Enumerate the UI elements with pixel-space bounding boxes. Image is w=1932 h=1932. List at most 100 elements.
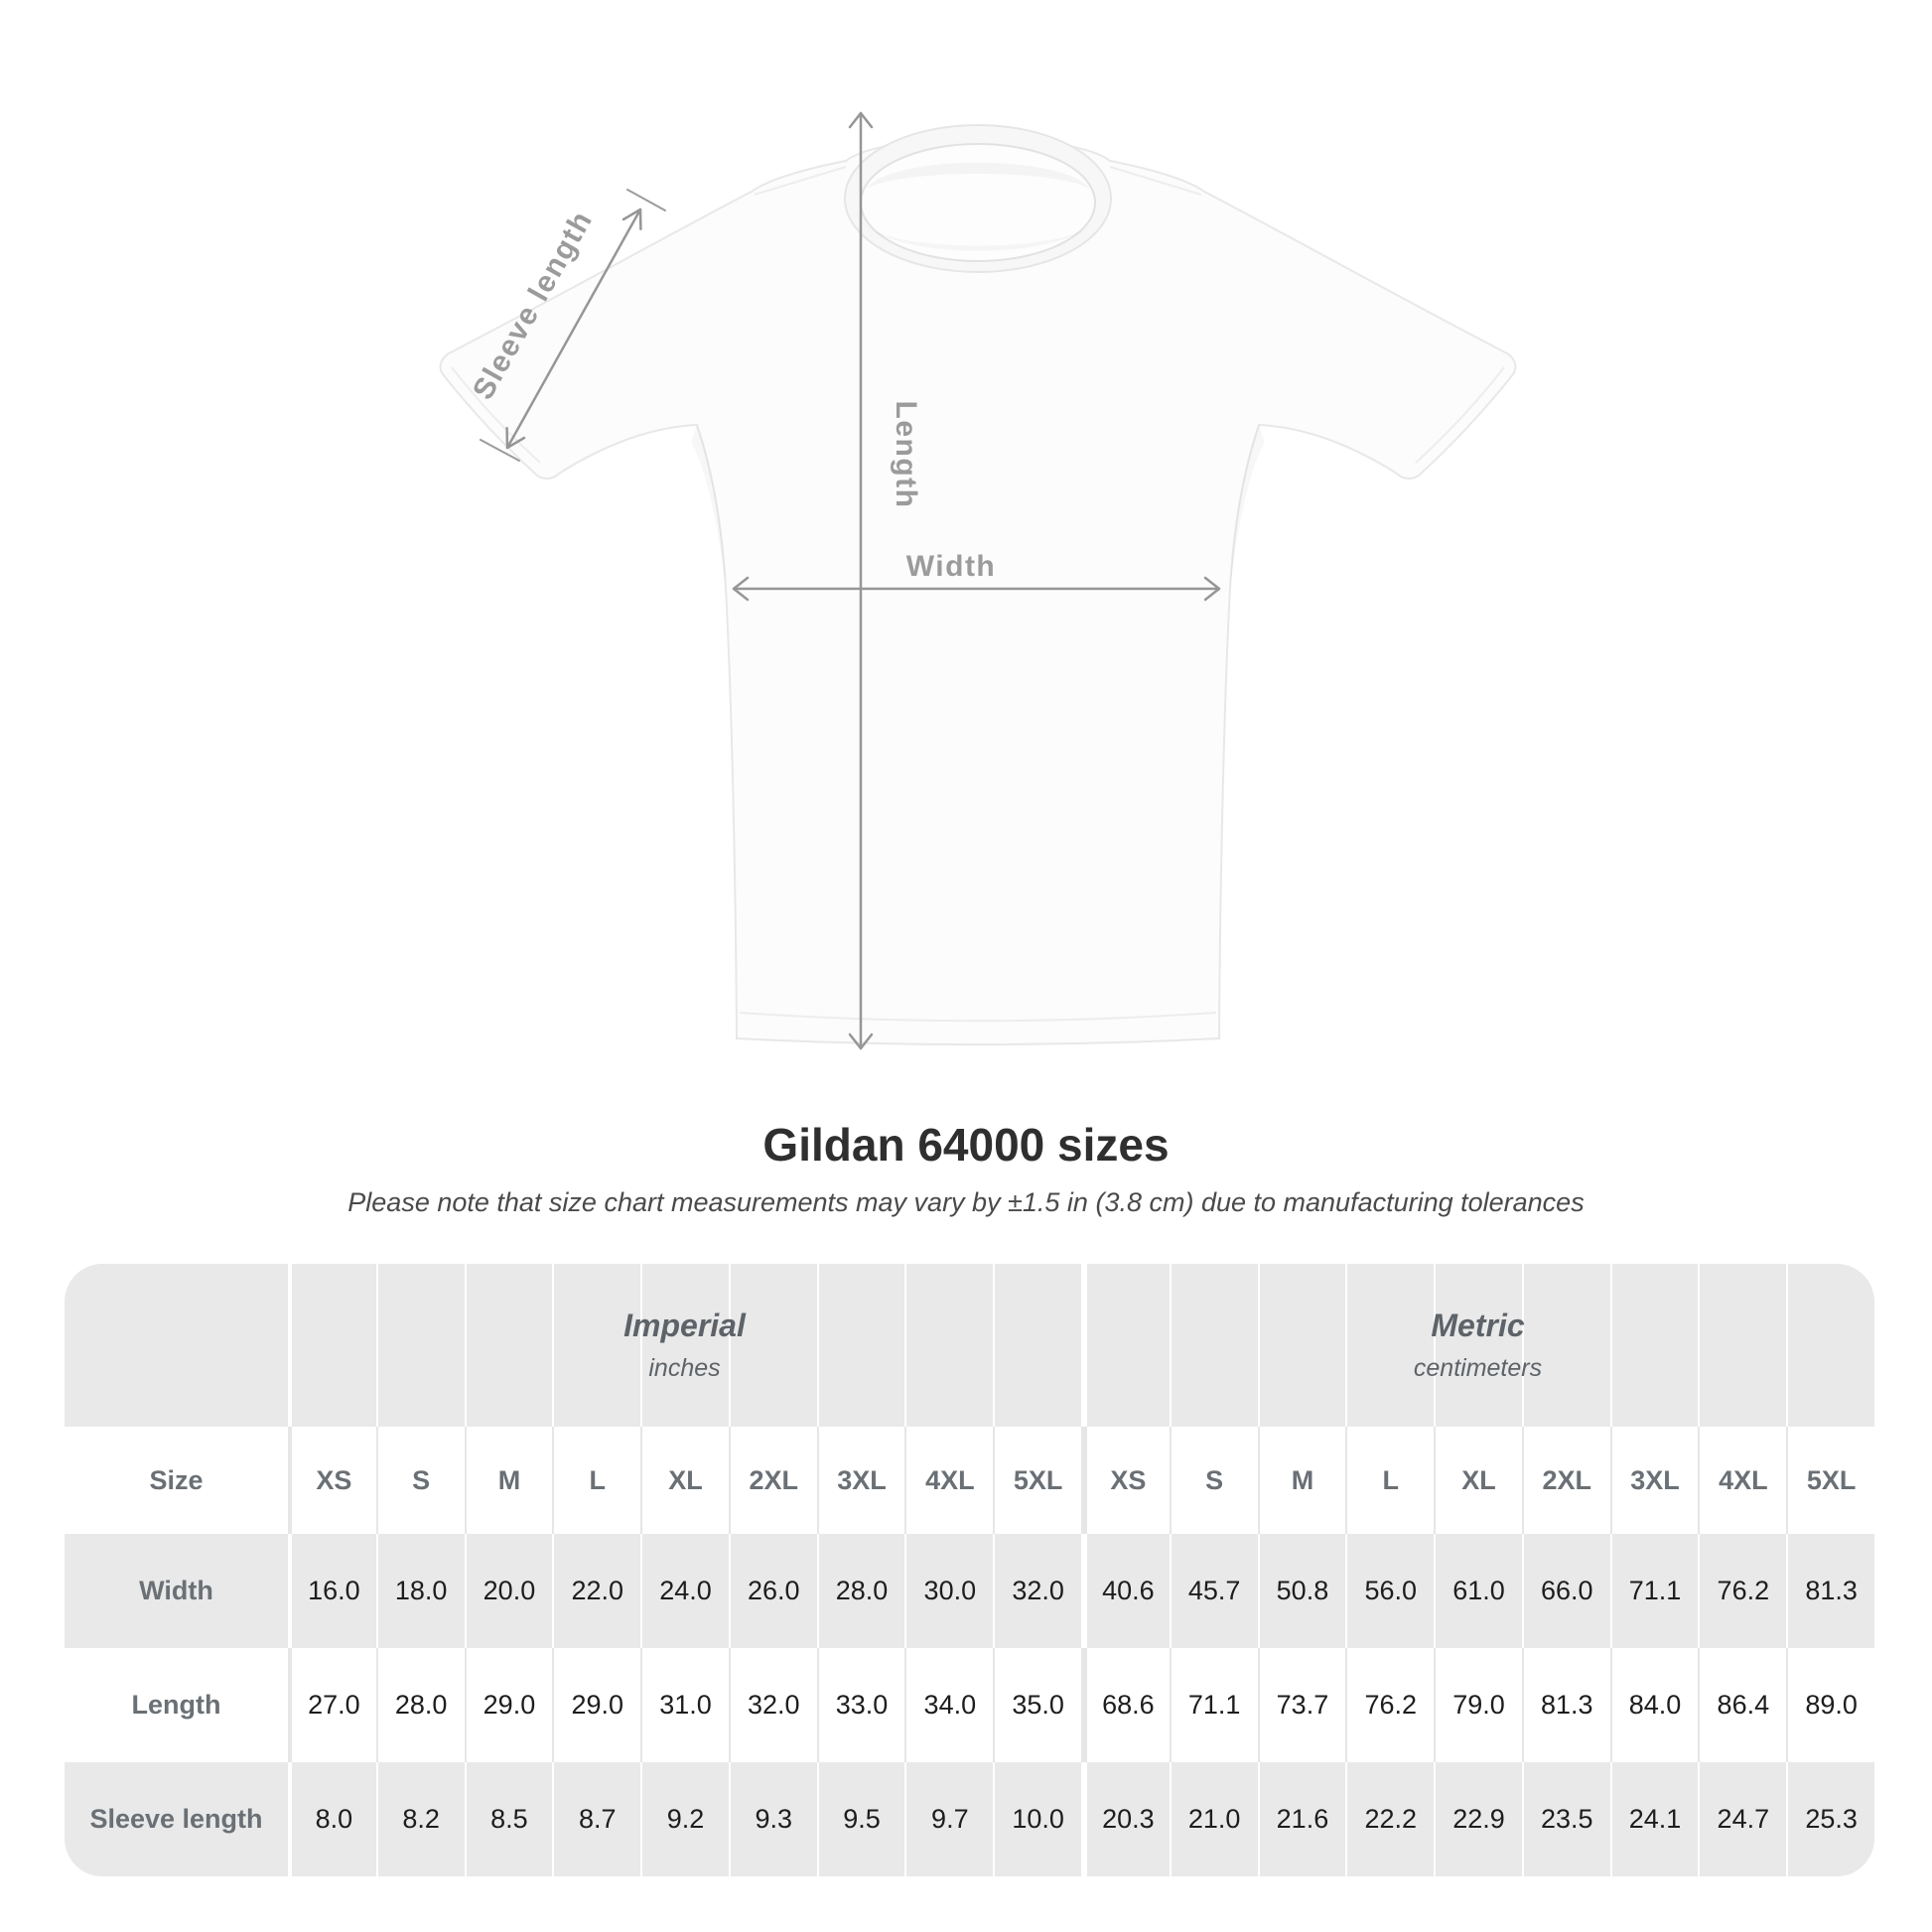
value-cell: 21.6 [1257,1762,1346,1876]
value-cell: 40.6 [1081,1534,1170,1648]
row-label: Length [131,1690,221,1720]
value-cell: 24.0 [640,1534,729,1648]
value-cell: 8.5 [464,1762,553,1876]
size-table: Imperial inches Metric centimeters Size … [65,1264,1874,1876]
value-cell: 8.2 [375,1762,465,1876]
length-arrow [848,111,874,1050]
size-column-header: Size [149,1464,204,1495]
value-cell: 29.0 [552,1648,640,1762]
value-cell: 26.0 [728,1534,817,1648]
value-cell: 30.0 [904,1534,993,1648]
row-label: Sleeve length [89,1804,263,1834]
value-cell: 29.0 [464,1648,553,1762]
size-cell: 3XL [1609,1427,1699,1534]
size-header-row: Size XS S M L XL 2XL 3XL 4XL 5XL XS S M … [65,1427,1874,1534]
size-cell: M [464,1427,553,1534]
value-cell: 84.0 [1609,1648,1699,1762]
value-cell: 28.0 [816,1534,905,1648]
cuff-stitch-right [1415,366,1505,464]
value-cell: 20.0 [464,1534,553,1648]
value-cell: 56.0 [1345,1534,1434,1648]
arrow-upright-icon [621,207,642,231]
value-cell: 28.0 [375,1648,465,1762]
page-title: Gildan 64000 sizes [762,1119,1170,1171]
size-cell: XS [288,1427,376,1534]
value-cell: 81.3 [1521,1648,1610,1762]
shoulder-seam-left [754,166,847,196]
size-cell: L [552,1427,640,1534]
value-cell: 34.0 [904,1648,993,1762]
value-cell: 32.0 [993,1534,1081,1648]
size-cell: 4XL [1698,1427,1786,1534]
value-cell: 73.7 [1257,1648,1346,1762]
value-cell: 8.0 [288,1762,376,1876]
value-cell: 20.3 [1081,1762,1170,1876]
value-cell: 22.2 [1345,1762,1434,1876]
size-cell: 5XL [993,1427,1081,1534]
value-cell: 9.2 [640,1762,729,1876]
size-cell: XL [1434,1427,1522,1534]
value-cell: 22.9 [1434,1762,1522,1876]
hem-stitch [739,1012,1217,1023]
size-cell: XS [1081,1427,1170,1534]
value-cell: 9.7 [904,1762,993,1876]
arrow-right-icon [1203,576,1221,602]
value-cell: 10.0 [993,1762,1081,1876]
band-spacer [65,1264,288,1427]
collar [844,124,1112,273]
width-arrow [732,576,1221,602]
value-cell: 50.8 [1257,1534,1346,1648]
shirt-diagram: Sleeve length Length Width [439,111,1517,1050]
cuff-stitch-left [451,366,541,464]
value-cell: 9.5 [816,1762,905,1876]
length-label: Length [890,401,922,509]
value-cell: 81.3 [1786,1534,1874,1648]
size-cell: S [375,1427,465,1534]
value-cell: 33.0 [816,1648,905,1762]
value-cell: 22.0 [552,1534,640,1648]
value-cell: 31.0 [640,1648,729,1762]
value-cell: 45.7 [1169,1534,1258,1648]
width-row: Width 16.0 18.0 20.0 22.0 24.0 26.0 28.0… [65,1534,1874,1648]
tick-bottom [480,439,520,462]
size-cell: 5XL [1786,1427,1874,1534]
value-cell: 9.3 [728,1762,817,1876]
arrow-downleft-icon [505,426,526,450]
value-cell: 21.0 [1169,1762,1258,1876]
value-cell: 61.0 [1434,1534,1522,1648]
size-cell: XL [640,1427,729,1534]
size-cell: 3XL [816,1427,905,1534]
arrow-up-icon [848,111,874,129]
value-cell: 35.0 [993,1648,1081,1762]
length-row: Length 27.0 28.0 29.0 29.0 31.0 32.0 33.… [65,1648,1874,1762]
tick-top [626,189,666,211]
value-cell: 76.2 [1698,1534,1786,1648]
value-cell: 24.1 [1609,1762,1699,1876]
size-cell: S [1169,1427,1258,1534]
width-label: Width [906,550,997,583]
value-cell: 24.7 [1698,1762,1786,1876]
size-cell: 4XL [904,1427,993,1534]
value-cell: 25.3 [1786,1762,1874,1876]
shoulder-seam-right [1109,166,1202,196]
size-cell: M [1257,1427,1346,1534]
arrow-left-icon [732,576,750,602]
value-cell: 27.0 [288,1648,376,1762]
value-cell: 79.0 [1434,1648,1522,1762]
page-subtitle: Please note that size chart measurements… [347,1187,1585,1217]
size-cell: 2XL [728,1427,817,1534]
value-cell: 32.0 [728,1648,817,1762]
row-label: Width [139,1576,213,1605]
value-cell: 71.1 [1169,1648,1258,1762]
value-cell: 16.0 [288,1534,376,1648]
size-cell: L [1345,1427,1434,1534]
value-cell: 23.5 [1521,1762,1610,1876]
sleeve-length-arrow [480,189,666,462]
value-cell: 76.2 [1345,1648,1434,1762]
value-cell: 66.0 [1521,1534,1610,1648]
value-cell: 86.4 [1698,1648,1786,1762]
unit-header-band: Imperial inches Metric centimeters [65,1264,1874,1427]
value-cell: 8.7 [552,1762,640,1876]
tshirt-graphic [439,124,1517,1045]
